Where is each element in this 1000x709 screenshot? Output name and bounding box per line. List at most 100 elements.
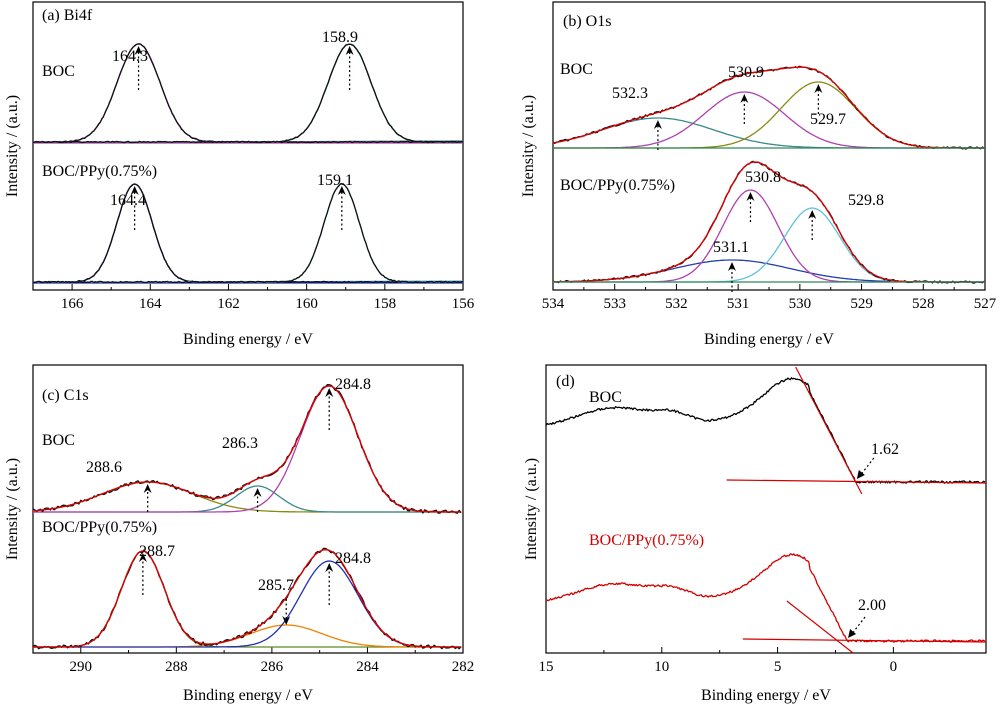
x-tick-label: 15	[539, 659, 554, 675]
panel-b-peak-arrow-head	[740, 94, 749, 103]
x-tick-label: 288	[165, 659, 188, 675]
panel-c-peak-arrow-head	[282, 616, 291, 625]
panel-d-baseline-fit	[726, 479, 987, 484]
x-tick-label: 528	[912, 296, 935, 312]
panel-d-x-axis-label: Binding energy / eV	[701, 687, 831, 704]
panel-c-x-ticks: 290 288 286 284 282	[70, 647, 475, 675]
panel-a-sample-label-2: BOC/PPy(0.75%)	[42, 163, 157, 180]
panel-d-title: (d)	[556, 373, 575, 390]
panel-a: 166 164 162 160 158 156 (a) Bi4f BOC BOC/PPy(…	[4, 1, 475, 348]
panel-c-peak-label: 284.8	[335, 376, 371, 393]
panel-b-peak-label: 532.3	[612, 85, 648, 102]
panel-c-envelope	[32, 385, 462, 513]
panel-d-band-edge-label: 2.00	[858, 597, 886, 614]
panel-d-y-axis-label: Intensity / (a.u.)	[523, 458, 540, 560]
panel-a-peak-label: 164.4	[110, 192, 146, 209]
panel-a-fit-peak	[33, 183, 463, 283]
panel-c-sample-label-1: BOC	[42, 432, 75, 449]
panel-b: 534 533 532 531 530 529 528 527 (b) O1s BOC BOC…	[520, 1, 997, 348]
panel-c-traces	[32, 384, 462, 650]
x-tick-label: 160	[295, 296, 318, 312]
x-tick-label: 533	[603, 296, 626, 312]
panel-d-tangent-line	[795, 366, 863, 495]
x-tick-label: 5	[774, 659, 782, 675]
x-tick-label: 284	[356, 659, 379, 675]
panel-a-raw-spectrum	[32, 182, 464, 284]
panel-b-peak-arrow-head	[746, 192, 755, 201]
panel-b-sample-label-1: BOC	[560, 61, 593, 78]
x-tick-label: 10	[654, 659, 669, 675]
panel-a-peak-arrow-head	[134, 46, 143, 55]
panel-b-peak-label: 530.9	[728, 64, 764, 81]
x-tick-label: 527	[974, 296, 997, 312]
x-tick-label: 282	[452, 659, 475, 675]
panel-a-traces	[32, 43, 464, 284]
x-tick-label: 286	[261, 659, 284, 675]
panel-a-fit-peak	[33, 183, 463, 283]
x-tick-label: 529	[850, 296, 873, 312]
panel-d-arrows	[848, 457, 875, 638]
panel-c-peak-arrow-head	[253, 488, 262, 497]
panel-a-x-ticks: 166 164 162 160 158 156	[61, 284, 475, 312]
panel-b-arrows	[653, 84, 823, 292]
panel-d-tangent-line	[786, 600, 854, 654]
panel-d-traces	[545, 366, 987, 654]
panel-b-peak-arrow-head	[653, 120, 662, 129]
panel-d-edge-arrow-head	[856, 470, 865, 479]
x-tick-label: 534	[542, 296, 565, 312]
panel-d-x-ticks: 15 10 5 0	[539, 647, 897, 675]
panel-c-peak-arrow-head	[325, 388, 334, 397]
panel-c-peak-arrow-head	[138, 553, 147, 562]
panel-b-traces	[552, 65, 985, 284]
x-tick-label: 532	[665, 296, 688, 312]
panel-a-raw-spectrum	[32, 43, 464, 144]
panel-b-fit-component	[553, 207, 985, 283]
panel-a-fit-peak	[33, 43, 463, 143]
panel-c-title: (c) C1s	[42, 387, 89, 404]
panel-a-frame	[32, 1, 464, 291]
x-tick-label: 156	[452, 296, 475, 312]
panel-c-peak-label: 288.7	[139, 543, 175, 560]
panel-b-x-ticks: 534 533 532 531 530 529 528 527	[542, 284, 997, 312]
panel-d-sample-label-2: BOC/PPy(0.75%)	[589, 532, 704, 549]
panel-a-peak-label: 159.1	[317, 172, 353, 189]
panel-c-arrows	[138, 388, 334, 625]
panel-b-peak-label: 529.8	[848, 192, 884, 209]
panel-a-y-axis-label: Intensity / (a.u.)	[4, 95, 21, 197]
x-tick-label: 530	[789, 296, 812, 312]
panel-c-fit-component	[33, 485, 462, 513]
x-tick-label: 162	[217, 296, 240, 312]
panel-b-x-axis-label: Binding energy / eV	[704, 331, 834, 348]
panel-b-raw-spectrum	[552, 65, 985, 150]
panel-c-envelope	[33, 549, 462, 648]
panel-d-valence-spectrum	[545, 553, 986, 643]
panel-c-x-axis-label: Binding energy / eV	[183, 687, 313, 704]
panel-a-fit-peak	[33, 43, 463, 143]
x-tick-label: 290	[70, 659, 93, 675]
panel-b-peak-label: 529.7	[810, 111, 846, 128]
panel-a-peak-arrow-head	[345, 46, 354, 55]
panel-d: 15 10 5 0 (d) BOC BOC/PPy(0.75%) 1.62 2.00 …	[523, 364, 987, 704]
panel-c-peak-label: 285.7	[258, 577, 294, 594]
panel-a-arrows	[130, 46, 354, 230]
panel-c-y-axis-label: Intensity / (a.u.)	[4, 458, 21, 560]
panel-b-peak-arrow-head	[727, 262, 736, 271]
panel-a-sample-label-1: BOC	[42, 63, 75, 80]
panel-b-y-axis-label: Intensity / (a.u.)	[520, 95, 537, 197]
panel-c-peak-label: 284.8	[335, 550, 371, 567]
panel-b-peak-arrow-head	[808, 210, 817, 219]
panel-b-peak-label: 531.1	[713, 239, 749, 256]
x-tick-label: 531	[727, 296, 750, 312]
panel-b-sample-label-2: BOC/PPy(0.75%)	[560, 177, 675, 194]
panel-b-peak-label: 530.8	[745, 169, 781, 186]
panel-c-sample-label-2: BOC/PPy(0.75%)	[42, 519, 157, 536]
panel-a-peak-arrow-head	[130, 186, 139, 195]
panel-a-peak-label: 164.3	[112, 48, 148, 65]
panel-b-peak-arrow-head	[814, 84, 823, 93]
panel-c-fit-component	[32, 481, 462, 513]
panel-c-peak-arrow-head	[143, 484, 152, 493]
panel-a-peak-arrow-head	[337, 186, 346, 195]
panel-a-raw-spectrum	[32, 183, 464, 284]
panel-d-frame	[545, 364, 987, 654]
